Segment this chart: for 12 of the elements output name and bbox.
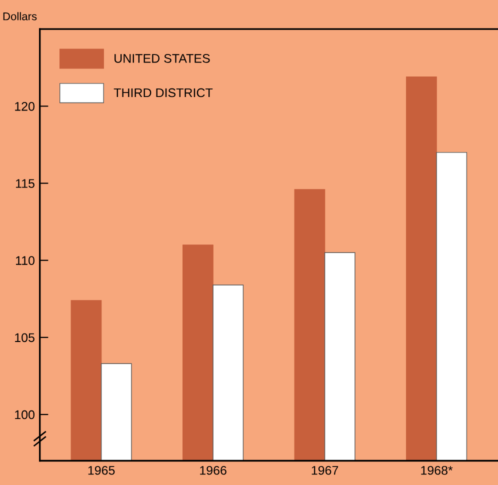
y-tick-label: 115: [16, 179, 34, 188]
y-tick-label: 120: [15, 102, 34, 111]
y-tick-label: 105: [15, 333, 34, 342]
x-tick-label: 1967: [312, 466, 338, 475]
y-tick-label: 100: [15, 410, 34, 420]
y-axis-title: Dollars: [3, 12, 37, 20]
x-tick-label: 1968*: [421, 466, 453, 475]
x-tick-label: 1966: [200, 466, 226, 475]
legend-label: UNITED STATES: [114, 54, 210, 63]
x-tick-label: 1965: [88, 466, 115, 475]
legend-label: THIRD DISTRICT: [114, 88, 213, 98]
y-tick-label: 110: [16, 256, 34, 265]
